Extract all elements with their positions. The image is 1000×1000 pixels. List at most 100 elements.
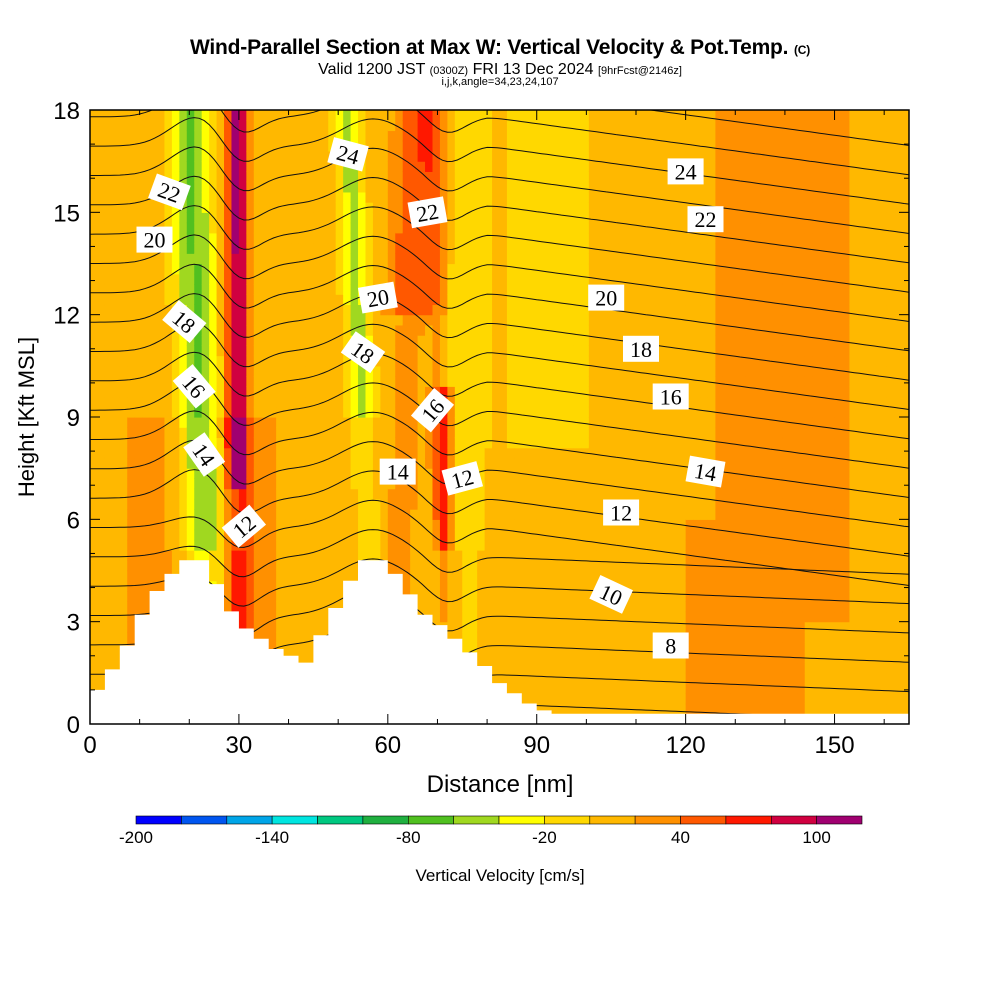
field-cell: [581, 283, 590, 295]
field-cell: [611, 386, 620, 398]
field-cell: [640, 642, 650, 653]
field-cell: [291, 447, 300, 459]
field-cell: [462, 539, 471, 551]
field-cell: [454, 437, 463, 449]
field-cell: [164, 376, 173, 387]
field-cell: [157, 365, 166, 377]
field-cell: [276, 488, 285, 500]
field-cell: [127, 161, 136, 172]
field-cell: [663, 478, 672, 490]
field-cell: [134, 570, 143, 582]
field-cell: [588, 314, 597, 326]
field-cell: [417, 243, 426, 254]
field-cell: [640, 263, 650, 275]
field-cell: [477, 570, 486, 582]
field-cell: [454, 345, 463, 357]
field-cell: [313, 509, 322, 520]
field-cell: [655, 202, 664, 213]
field-cell: [365, 509, 374, 520]
field-cell: [305, 652, 314, 664]
field-cell: [149, 294, 158, 306]
field-cell: [648, 253, 657, 265]
field-cell: [179, 427, 188, 439]
field-cell: [320, 335, 329, 346]
field-cell: [596, 468, 605, 479]
field-cell: [283, 396, 292, 408]
field-cell: [611, 631, 620, 643]
field-cell: [90, 130, 99, 142]
field-cell: [693, 232, 702, 244]
field-cell: [97, 550, 106, 561]
field-cell: [544, 539, 553, 551]
field-cell: [164, 263, 173, 275]
field-cell: [655, 468, 664, 479]
field-cell: [142, 570, 151, 582]
field-cell: [142, 478, 151, 490]
field-cell: [246, 457, 255, 469]
field-cell: [477, 191, 486, 203]
field-cell: [410, 171, 419, 183]
field-cell: [365, 457, 374, 469]
field-cell: [149, 488, 158, 500]
field-cell: [268, 631, 277, 643]
field-cell: [201, 181, 210, 193]
field-cell: [603, 437, 612, 449]
field-cell: [417, 386, 426, 398]
field-cell: [283, 570, 292, 582]
field-cell: [90, 376, 99, 387]
field-cell: [566, 191, 575, 203]
field-cell: [112, 437, 121, 449]
field-cell: [261, 120, 270, 132]
field-cell: [119, 191, 128, 203]
field-cell: [276, 447, 285, 459]
field-cell: [298, 181, 307, 193]
field-cell: [134, 519, 143, 531]
field-cell: [588, 376, 597, 387]
field-cell: [343, 294, 352, 306]
field-cell: [343, 120, 352, 132]
field-cell: [261, 498, 270, 510]
field-cell: [492, 468, 501, 479]
field-cell: [581, 631, 590, 643]
field-cell: [417, 529, 426, 541]
field-cell: [640, 232, 650, 244]
field-cell: [97, 130, 106, 142]
field-cell: [194, 130, 203, 142]
field-cell: [283, 304, 292, 316]
field-cell: [566, 570, 575, 582]
field-cell: [462, 171, 471, 183]
field-cell: [417, 222, 426, 234]
field-cell: [320, 580, 329, 592]
field-cell: [261, 294, 270, 306]
field-cell: [626, 140, 635, 152]
field-cell: [305, 519, 314, 531]
field-cell: [566, 335, 575, 346]
field-cell: [506, 365, 515, 377]
field-cell: [194, 335, 203, 346]
field-cell: [216, 570, 225, 582]
field-cell: [209, 365, 218, 377]
field-cell: [276, 181, 285, 193]
field-cell: [521, 243, 530, 254]
field-cell: [134, 314, 143, 326]
field-cell: [685, 447, 694, 459]
field-cell: [573, 468, 582, 479]
field-cell: [700, 437, 709, 449]
field-cell: [559, 621, 568, 633]
field-cell: [134, 447, 143, 459]
field-cell: [335, 304, 344, 316]
field-cell: [648, 324, 657, 336]
field-cell: [566, 611, 575, 623]
field-cell: [640, 621, 650, 633]
field-cell: [566, 345, 575, 357]
field-cell: [469, 212, 478, 224]
field-cell: [454, 273, 463, 285]
field-cell: [171, 345, 180, 357]
field-cell: [410, 314, 419, 326]
field-cell: [298, 110, 307, 121]
field-cell: [142, 140, 151, 152]
field-cell: [484, 621, 493, 633]
field-cell: [573, 427, 582, 439]
field-cell: [462, 294, 471, 306]
field-cell: [663, 202, 672, 213]
